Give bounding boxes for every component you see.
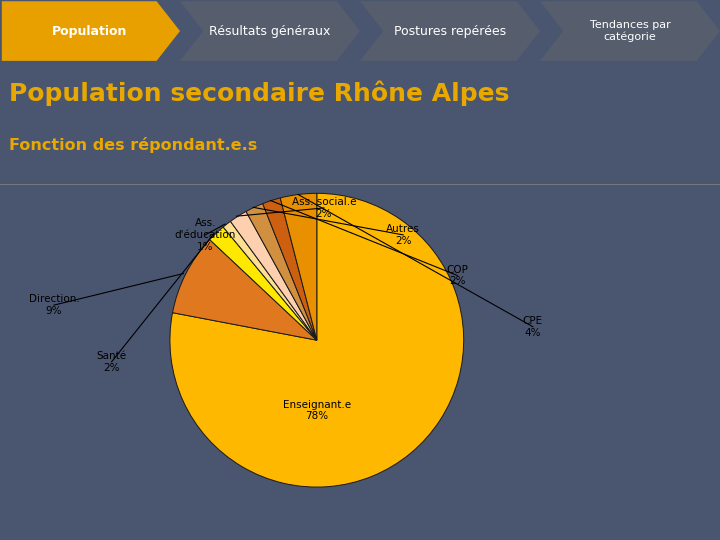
Text: Résultats généraux: Résultats généraux bbox=[210, 24, 330, 38]
Text: Enseignant.e
78%: Enseignant.e 78% bbox=[283, 400, 351, 421]
Text: Santé
2%: Santé 2% bbox=[96, 351, 127, 373]
Text: Direction.
9%: Direction. 9% bbox=[29, 294, 79, 316]
Polygon shape bbox=[540, 1, 720, 61]
Wedge shape bbox=[173, 240, 317, 340]
Text: Autres
2%: Autres 2% bbox=[386, 224, 420, 246]
Polygon shape bbox=[180, 1, 360, 61]
Wedge shape bbox=[223, 221, 317, 340]
Text: Tendances par
catégorie: Tendances par catégorie bbox=[590, 20, 670, 42]
Wedge shape bbox=[230, 212, 317, 340]
Wedge shape bbox=[263, 198, 317, 340]
Text: Population: Population bbox=[53, 24, 127, 38]
Wedge shape bbox=[210, 227, 317, 340]
Text: CPE
4%: CPE 4% bbox=[523, 316, 543, 338]
Polygon shape bbox=[360, 1, 540, 61]
Text: Postures repérées: Postures repérées bbox=[394, 24, 506, 38]
Text: Population secondaire Rhône Alpes: Population secondaire Rhône Alpes bbox=[9, 80, 509, 106]
Text: Ass.
d'éducation
1%: Ass. d'éducation 1% bbox=[174, 218, 236, 252]
Wedge shape bbox=[280, 193, 317, 340]
Polygon shape bbox=[1, 1, 180, 61]
Text: COP
2%: COP 2% bbox=[446, 265, 468, 286]
Wedge shape bbox=[170, 193, 464, 487]
Wedge shape bbox=[246, 204, 317, 340]
Text: Fonction des répondant.e.s: Fonction des répondant.e.s bbox=[9, 137, 257, 153]
Text: Ass. social.e
2%: Ass. social.e 2% bbox=[292, 197, 356, 219]
